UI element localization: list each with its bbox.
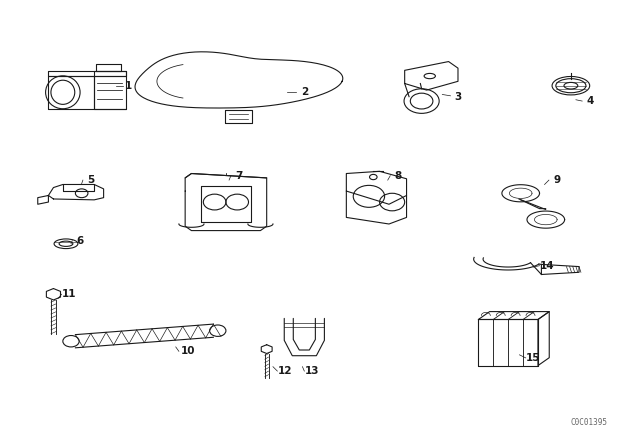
Text: 12: 12 xyxy=(278,366,292,376)
Text: 9: 9 xyxy=(554,175,561,185)
Text: 2: 2 xyxy=(301,87,308,97)
Text: 4: 4 xyxy=(586,96,593,106)
Text: 14: 14 xyxy=(540,261,554,271)
Text: 5: 5 xyxy=(88,175,95,185)
Text: 11: 11 xyxy=(62,289,76,299)
Text: 1: 1 xyxy=(125,81,132,90)
Text: 7: 7 xyxy=(235,171,242,181)
Text: 3: 3 xyxy=(454,92,461,102)
Text: 15: 15 xyxy=(526,353,541,363)
Text: 13: 13 xyxy=(305,366,320,376)
Text: C0C01395: C0C01395 xyxy=(570,418,607,427)
Text: 10: 10 xyxy=(181,346,196,356)
Text: 6: 6 xyxy=(77,236,84,246)
Text: 8: 8 xyxy=(395,171,402,181)
